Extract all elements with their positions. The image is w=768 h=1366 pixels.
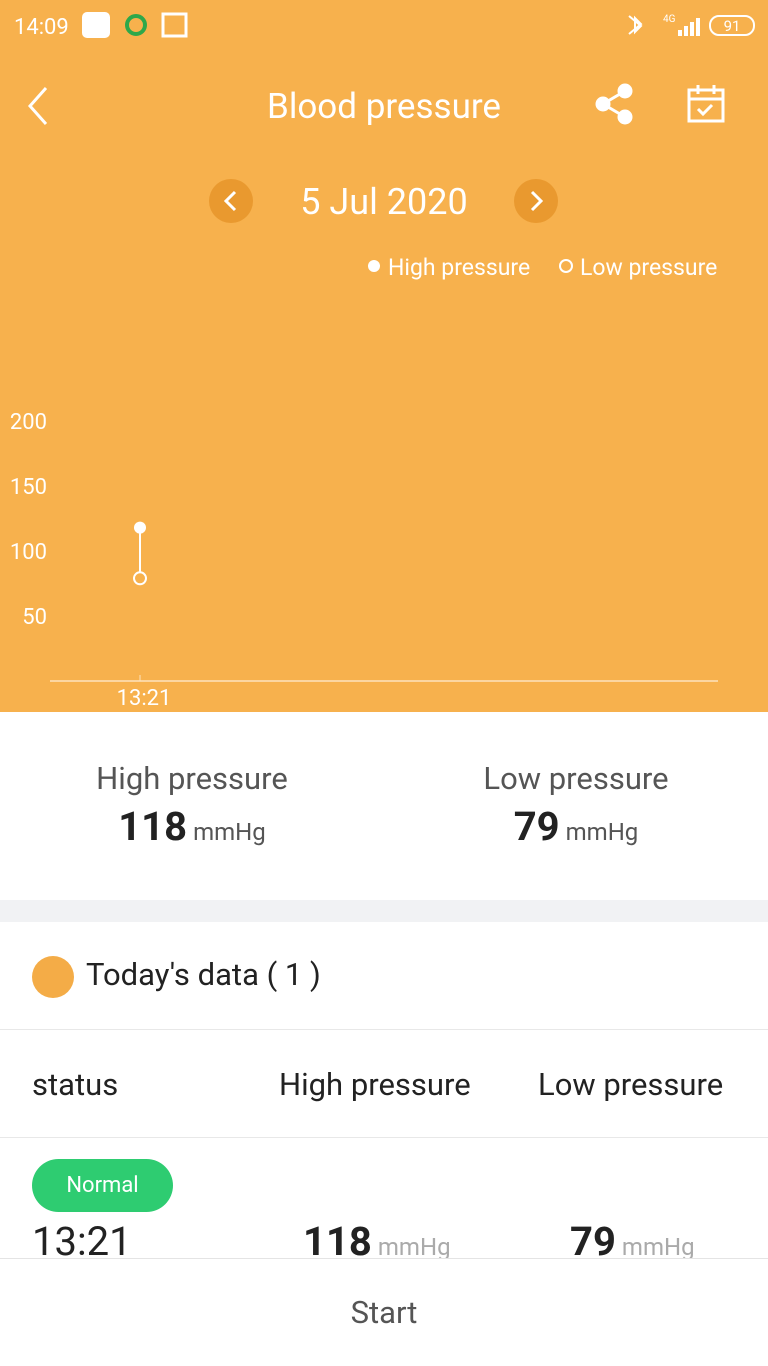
summary-low: Low pressure 79 mmHg bbox=[384, 760, 768, 850]
status-icon bbox=[82, 12, 110, 38]
status-badge: Normal bbox=[32, 1159, 173, 1212]
legend-label: High pressure bbox=[388, 254, 530, 281]
next-date-button[interactable] bbox=[514, 179, 558, 223]
prev-date-button[interactable] bbox=[209, 179, 253, 223]
battery-icon bbox=[709, 15, 755, 36]
row-low: 79 bbox=[570, 1218, 616, 1258]
row-time: 13:21 bbox=[32, 1218, 132, 1258]
legend-marker bbox=[368, 260, 380, 272]
network-label: 4G bbox=[663, 14, 676, 25]
status-icon bbox=[125, 14, 147, 36]
table-header: status High pressure Low pressure bbox=[0, 1030, 768, 1138]
summary-unit: mmHg bbox=[565, 818, 639, 846]
date-label: 5 Jul 2020 bbox=[300, 181, 467, 223]
summary-high: High pressure 118 mmHg bbox=[0, 760, 384, 850]
row-high: 118 bbox=[303, 1218, 372, 1258]
background bbox=[0, 0, 768, 712]
low-point bbox=[133, 571, 147, 586]
calendar-button[interactable] bbox=[687, 85, 725, 123]
column-header: status bbox=[32, 1066, 119, 1103]
start-button[interactable]: Start bbox=[0, 1258, 768, 1366]
prev-icon bbox=[223, 190, 237, 212]
y-tick-label: 200 bbox=[10, 410, 47, 435]
divider bbox=[0, 900, 768, 922]
back-button[interactable] bbox=[27, 87, 48, 125]
battery-level: 91 bbox=[724, 17, 741, 35]
table-row[interactable]: Normal 13:21 118 mmHg 79 mmHg bbox=[0, 1138, 768, 1258]
button-label: Start bbox=[350, 1294, 418, 1331]
summary-value: 79 bbox=[513, 803, 560, 850]
summary: High pressure 118 mmHg Low pressure 79 mmH… bbox=[0, 712, 768, 900]
status-time: 14:09 bbox=[14, 15, 69, 40]
summary-value: 118 bbox=[118, 803, 188, 850]
today-title: Today's data ( 1 ) bbox=[86, 956, 321, 993]
summary-label: Low pressure bbox=[483, 760, 669, 797]
next-icon bbox=[530, 190, 544, 212]
today-section: Today's data ( 1 ) bbox=[0, 922, 768, 1030]
signal-icon bbox=[678, 18, 700, 36]
status-icon bbox=[161, 12, 188, 38]
share-button[interactable] bbox=[595, 83, 633, 125]
summary-label: High pressure bbox=[96, 760, 288, 797]
header-area: 14:09 4G 91 Blood pressure 5 Jul 2020 Hi… bbox=[0, 0, 768, 712]
high-point bbox=[134, 521, 146, 534]
x-tick-label: 13:21 bbox=[117, 686, 172, 711]
page-title: Blood pressure bbox=[267, 86, 501, 127]
bluetooth-icon bbox=[628, 15, 643, 35]
y-tick-label: 50 bbox=[22, 605, 47, 630]
y-tick-label: 150 bbox=[10, 475, 47, 500]
row-unit: mmHg bbox=[377, 1233, 451, 1258]
y-tick-label: 100 bbox=[10, 540, 47, 565]
legend-marker bbox=[559, 259, 573, 273]
summary-unit: mmHg bbox=[193, 818, 266, 846]
column-header: High pressure bbox=[279, 1066, 471, 1103]
row-unit: mmHg bbox=[621, 1233, 695, 1258]
column-header: Low pressure bbox=[538, 1066, 724, 1103]
chart-icon bbox=[32, 956, 74, 998]
legend-label: Low pressure bbox=[580, 254, 717, 281]
